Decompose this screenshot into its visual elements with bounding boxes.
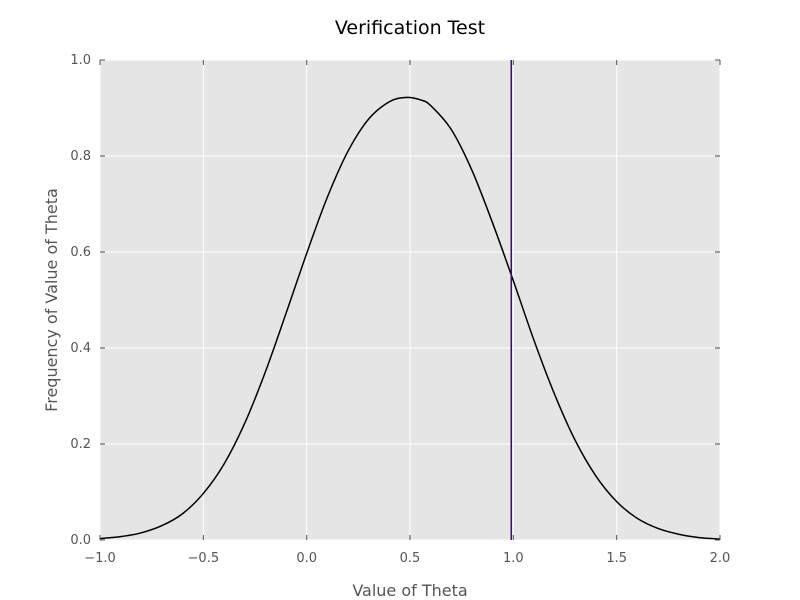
chart-title: Verification Test (335, 17, 485, 39)
x-tick-label: 1.0 (503, 551, 524, 566)
x-tick-label: −1.0 (84, 551, 116, 566)
y-tick-label: 1.0 (70, 53, 91, 68)
x-tick-label: −0.5 (188, 551, 220, 566)
ticks: −1.0 −0.5 0.0 0.5 1.0 1.5 2.0 0.0 0.2 0.4 0.6 0.8 1.… (70, 53, 730, 566)
x-tick-label: 0.5 (400, 551, 421, 566)
x-tick-label: 0.0 (296, 551, 317, 566)
y-tick-label: 0.6 (70, 245, 91, 260)
x-axis-label: Value of Theta (352, 581, 467, 600)
y-tick-label: 0.2 (70, 437, 91, 452)
y-tick-label: 0.0 (70, 533, 91, 548)
y-tick-label: 0.8 (70, 149, 91, 164)
y-axis-label: Frequency of Value of Theta (42, 188, 61, 412)
y-tick-label: 0.4 (70, 341, 91, 356)
x-tick-label: 1.5 (606, 551, 627, 566)
series-curve (99, 96, 721, 540)
data-layer (99, 60, 721, 540)
x-tick-label: 2.0 (710, 551, 731, 566)
